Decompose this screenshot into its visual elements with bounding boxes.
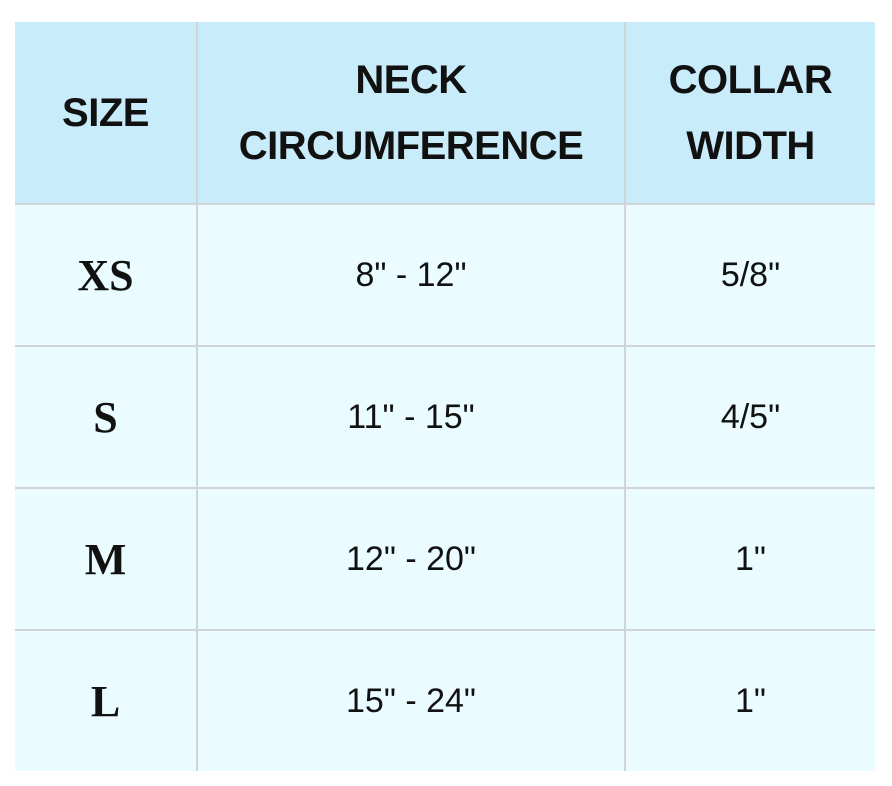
value-cell: 12" - 20" bbox=[196, 487, 626, 631]
value-cell: 5/8" bbox=[624, 203, 875, 347]
header-cell: SIZE bbox=[15, 22, 198, 205]
table-row: M 12" - 20" 1" bbox=[15, 487, 875, 631]
value-cell: 1" bbox=[624, 629, 875, 771]
header-text: NECK CIRCUMFERENCE bbox=[238, 57, 584, 168]
header-text: SIZE bbox=[62, 90, 149, 135]
value-cell: 8" - 12" bbox=[196, 203, 626, 347]
header-cell: NECK CIRCUMFERENCE bbox=[196, 22, 626, 205]
size-cell: XS bbox=[15, 203, 198, 347]
header-cell: COLLAR WIDTH bbox=[624, 22, 875, 205]
table-row: S 11" - 15" 4/5" bbox=[15, 345, 875, 489]
value-cell: 15" - 24" bbox=[196, 629, 626, 771]
table-row: XS 8" - 12" 5/8" bbox=[15, 203, 875, 347]
value-cell: 4/5" bbox=[624, 345, 875, 489]
table-body: XS 8" - 12" 5/8" S 11" - 15" 4/5" M 12" - 20" 1"… bbox=[15, 203, 875, 771]
size-cell: S bbox=[15, 345, 198, 489]
size-cell: M bbox=[15, 487, 198, 631]
value-cell: 1" bbox=[624, 487, 875, 631]
size-cell: L bbox=[15, 629, 198, 771]
value-cell: 11" - 15" bbox=[196, 345, 626, 489]
size-table: SIZE NECK CIRCUMFERENCE COLLAR WIDTH XS 8" … bbox=[15, 22, 875, 771]
header-text: COLLAR WIDTH bbox=[668, 57, 833, 168]
header-row: SIZE NECK CIRCUMFERENCE COLLAR WIDTH bbox=[15, 22, 875, 205]
table-row: L 15" - 24" 1" bbox=[15, 629, 875, 771]
table-header: SIZE NECK CIRCUMFERENCE COLLAR WIDTH bbox=[15, 22, 875, 205]
